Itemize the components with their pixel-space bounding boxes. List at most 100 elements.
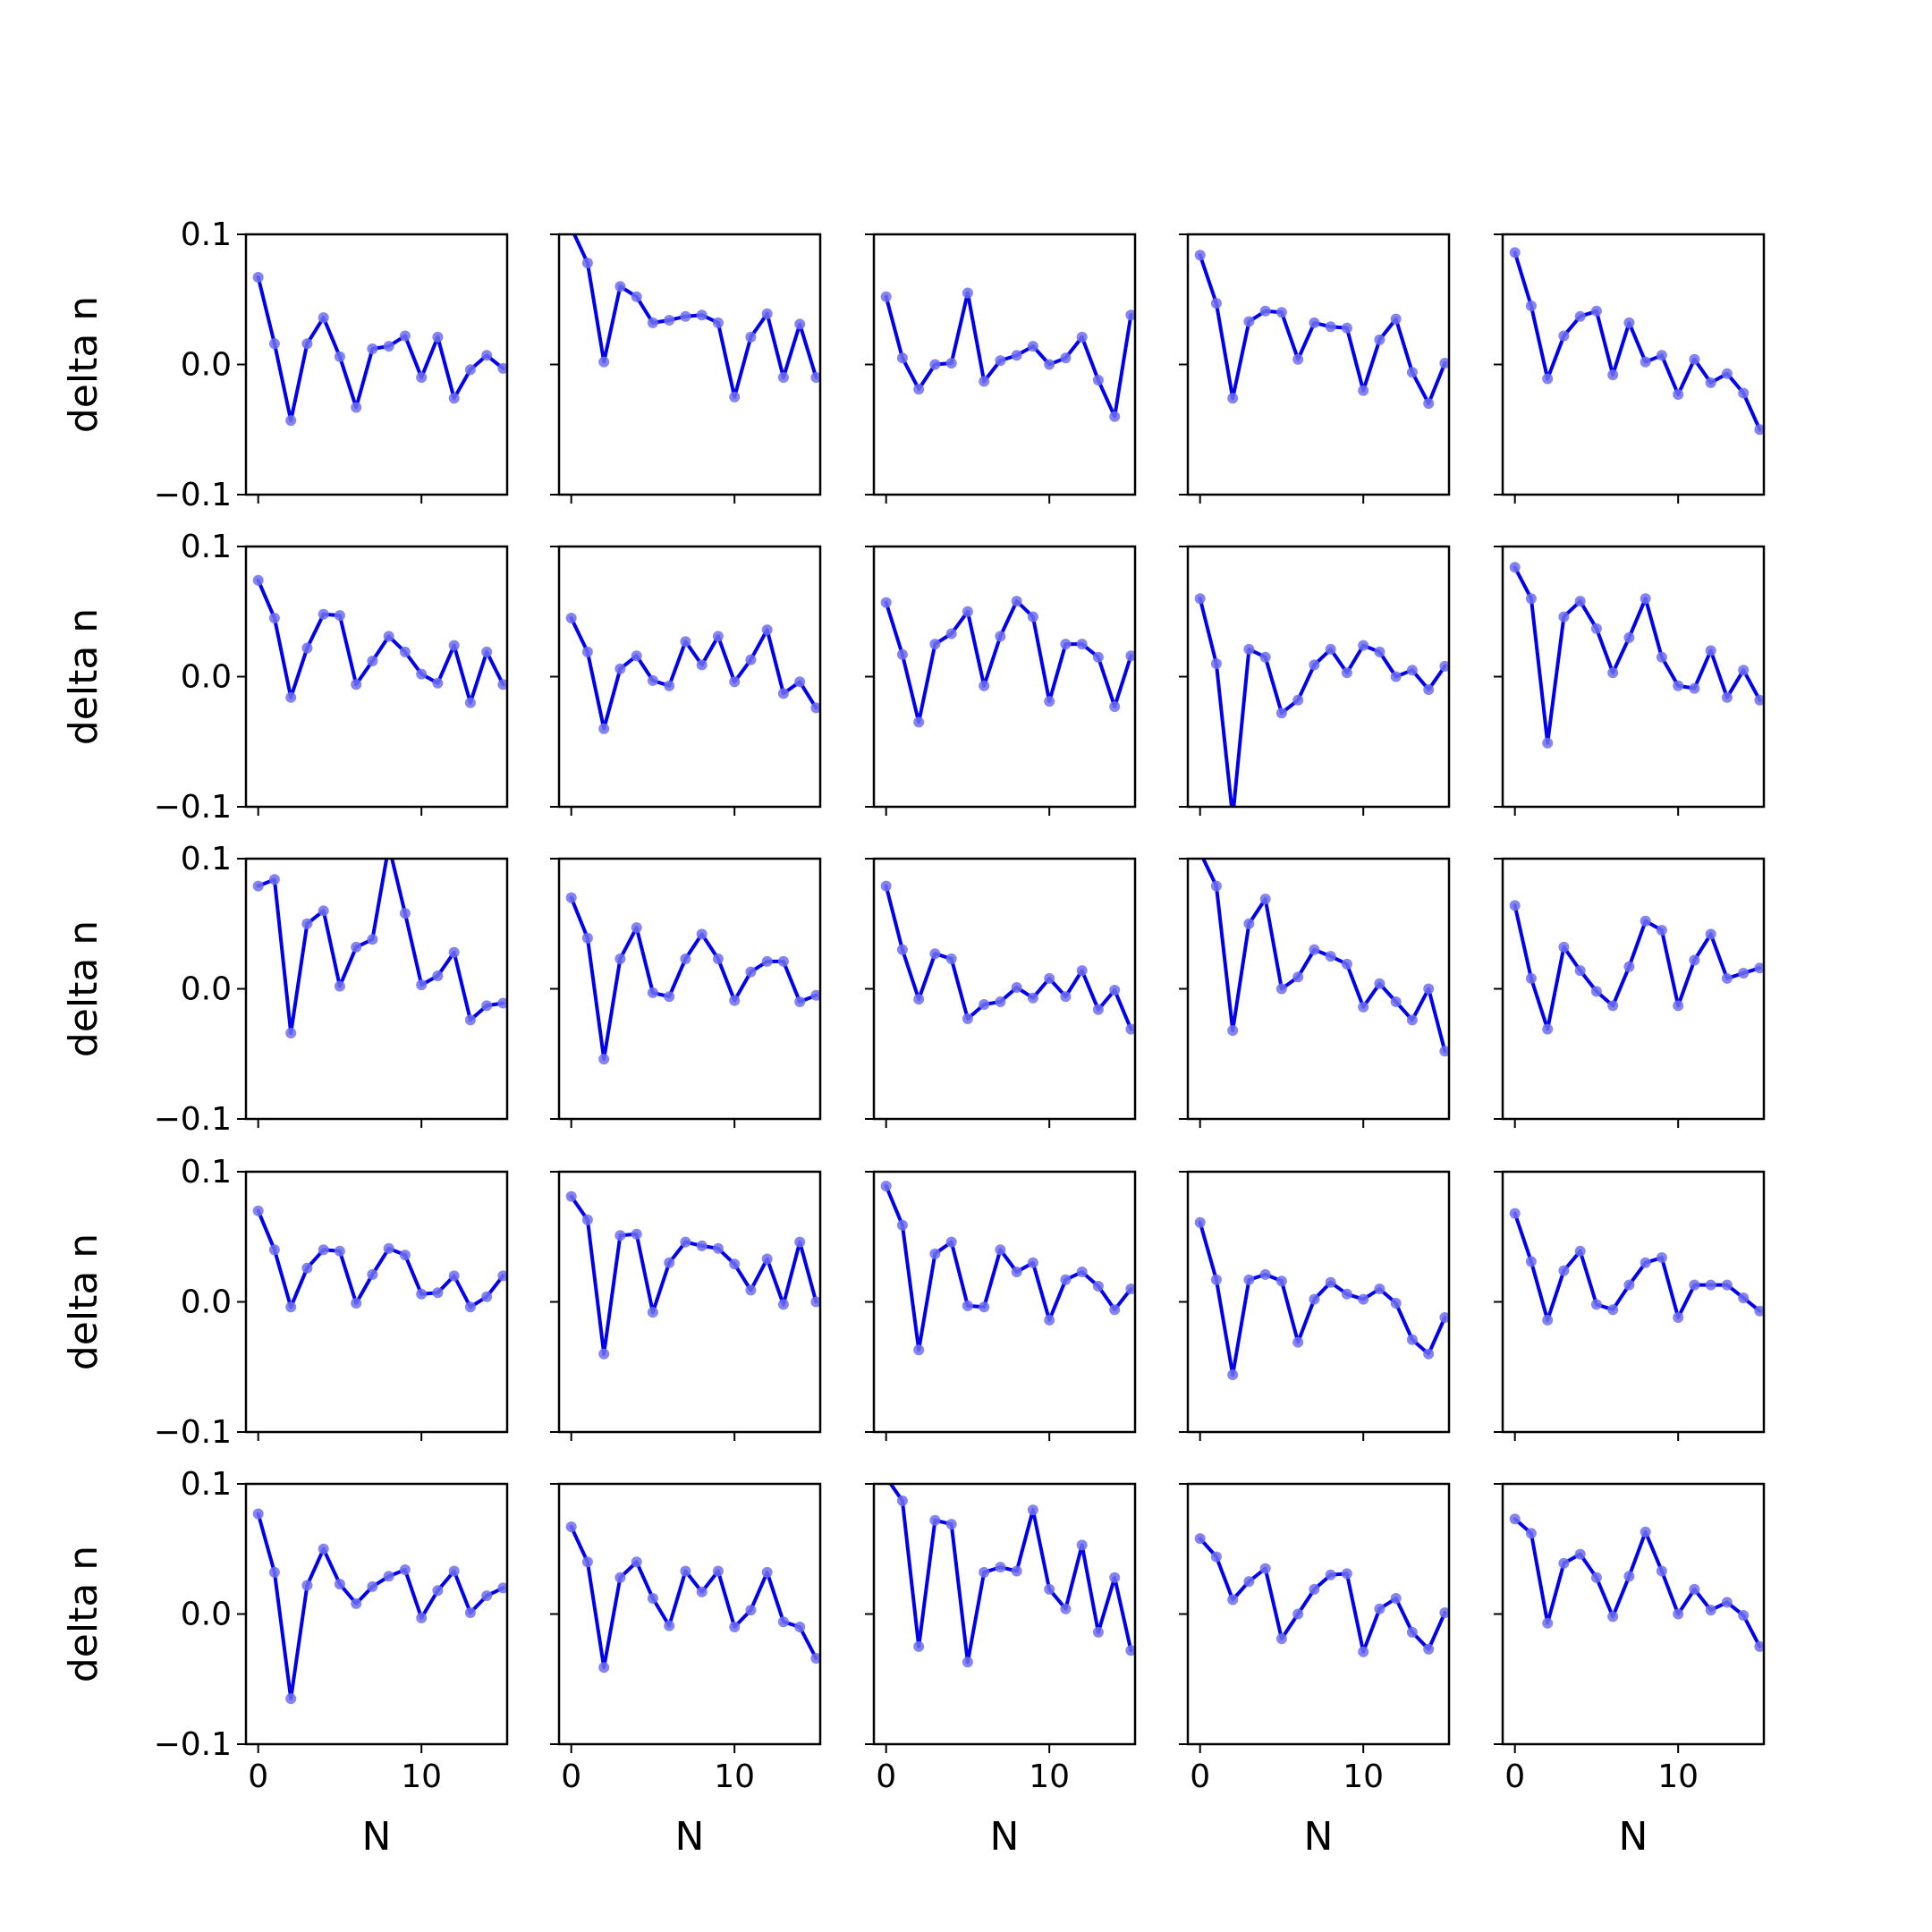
data-point — [1754, 962, 1764, 974]
data-point — [745, 331, 757, 343]
x-tick-label: 0 — [1190, 1758, 1210, 1795]
data-point — [1590, 986, 1602, 997]
data-point — [367, 656, 378, 666]
data-point — [1309, 1293, 1320, 1305]
series-line — [569, 1525, 818, 1670]
data-point — [1423, 1348, 1435, 1360]
data-point — [1011, 982, 1022, 993]
plot-area — [572, 234, 820, 402]
data-point — [268, 1566, 280, 1578]
data-point — [1358, 385, 1369, 396]
data-point — [1754, 424, 1764, 436]
data-point — [1525, 972, 1537, 984]
data-point — [1406, 1014, 1418, 1026]
series-line — [256, 1512, 505, 1701]
data-point — [777, 955, 789, 967]
data-point — [614, 1230, 626, 1241]
series-line — [884, 884, 1133, 1031]
axes-frame — [1186, 1482, 1451, 1746]
series-line — [256, 275, 505, 423]
data-point — [761, 1566, 773, 1578]
data-point — [647, 674, 658, 686]
data-point — [810, 372, 820, 383]
data-point — [581, 1214, 593, 1225]
data-point — [301, 1262, 313, 1274]
series-line — [1513, 1211, 1762, 1322]
data-point — [745, 1284, 757, 1296]
data-point — [761, 955, 773, 967]
data-point — [1558, 1265, 1570, 1276]
data-point — [1542, 737, 1554, 749]
data-point — [929, 359, 941, 370]
data-point — [881, 1472, 892, 1483]
y-tick-label: 0.1 — [181, 841, 232, 877]
data-point — [777, 1616, 789, 1628]
y-tick-label: −0.1 — [154, 1101, 232, 1138]
data-point — [1390, 313, 1402, 325]
plot-area — [1509, 1208, 1764, 1326]
series-line — [884, 291, 1133, 419]
x-axis-label: N — [1304, 1814, 1334, 1860]
data-point — [268, 613, 280, 623]
data-point — [301, 1580, 313, 1591]
data-point — [252, 574, 264, 586]
data-point — [979, 376, 990, 387]
data-point — [1027, 1504, 1038, 1516]
data-point — [351, 1298, 362, 1309]
data-point — [1738, 1610, 1750, 1621]
data-point — [1259, 1563, 1271, 1574]
data-point — [995, 1562, 1006, 1573]
panel-r4-c4 — [1179, 1170, 1451, 1441]
data-point — [1011, 1565, 1022, 1577]
data-point — [1374, 1284, 1385, 1294]
data-point — [1590, 623, 1602, 634]
data-point — [913, 1640, 925, 1652]
data-point — [497, 1270, 507, 1282]
plot-area — [1200, 859, 1449, 1057]
data-point — [1076, 1539, 1088, 1551]
panel-r5-c2: 0 10N — [550, 1482, 822, 1860]
plot-area — [565, 1521, 820, 1674]
data-point — [1525, 301, 1537, 311]
data-point — [761, 1253, 773, 1265]
data-point — [464, 364, 476, 376]
data-point — [1590, 1572, 1602, 1583]
data-point — [896, 352, 908, 364]
data-point — [1623, 317, 1635, 328]
data-point — [1721, 368, 1733, 379]
data-point — [1439, 358, 1449, 369]
data-point — [1423, 1643, 1435, 1655]
data-point — [318, 608, 329, 620]
data-point — [794, 318, 806, 330]
data-point — [1027, 611, 1038, 623]
data-point — [1044, 1314, 1055, 1326]
data-point — [1076, 965, 1088, 977]
data-point — [481, 1291, 493, 1302]
data-point — [367, 934, 378, 945]
series-line — [888, 1484, 1133, 1665]
data-point — [1705, 377, 1716, 388]
data-point — [1210, 658, 1222, 669]
data-point — [1092, 1626, 1104, 1638]
data-point — [598, 356, 610, 368]
data-point — [1325, 1276, 1336, 1288]
series-line — [1200, 859, 1447, 1054]
data-point — [448, 393, 460, 404]
data-point — [1109, 1304, 1121, 1316]
data-point — [1325, 1569, 1336, 1580]
data-point — [896, 1219, 908, 1231]
data-point — [1623, 1571, 1635, 1582]
data-point — [1439, 1607, 1449, 1618]
y-axis-label: delta n — [61, 920, 106, 1057]
panel-r3-c1: −0.1 0.0 0.1 delta n — [61, 841, 509, 1138]
data-point — [1243, 1576, 1255, 1588]
data-point — [1060, 991, 1072, 1003]
data-point — [1194, 1216, 1206, 1228]
data-point — [1656, 925, 1667, 936]
data-point — [1027, 1257, 1038, 1268]
data-point — [1689, 1279, 1700, 1291]
data-point — [1227, 1025, 1239, 1037]
data-point — [481, 350, 493, 361]
data-point — [351, 1597, 362, 1609]
data-point — [1390, 671, 1402, 682]
